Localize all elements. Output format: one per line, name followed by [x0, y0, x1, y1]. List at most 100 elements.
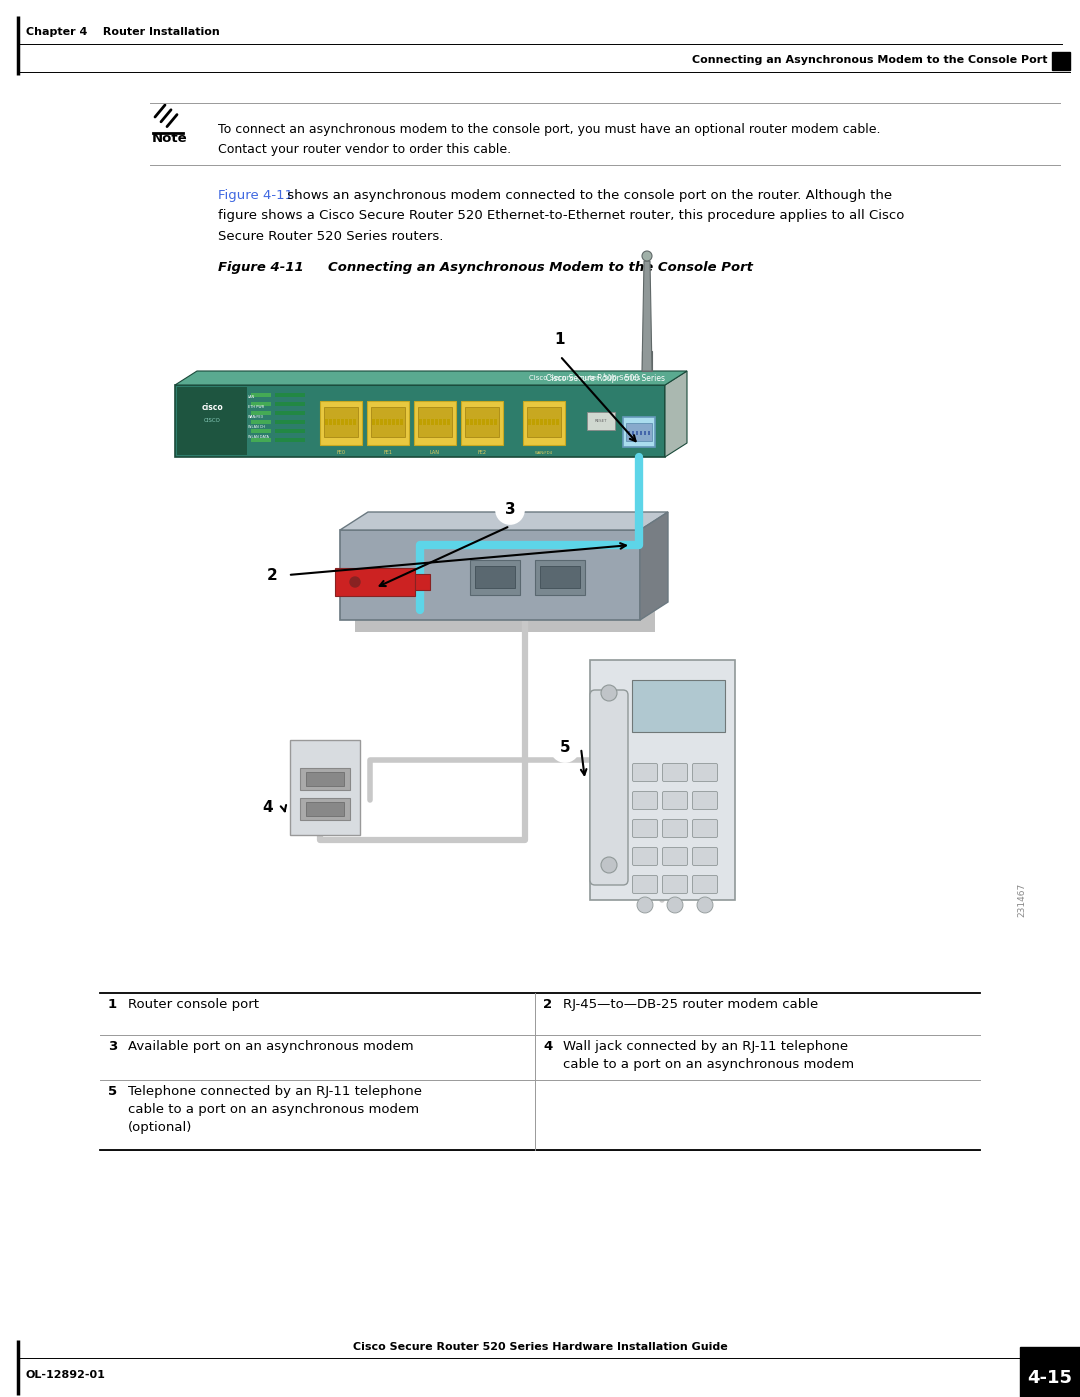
Circle shape	[667, 897, 683, 914]
Text: Figure 4-11: Figure 4-11	[218, 190, 293, 203]
Bar	[251, 420, 271, 425]
Bar	[552, 419, 555, 425]
FancyBboxPatch shape	[662, 764, 688, 781]
Bar	[470, 419, 473, 425]
Polygon shape	[640, 511, 669, 620]
FancyBboxPatch shape	[633, 764, 658, 781]
Text: Figure 4-11: Figure 4-11	[218, 261, 303, 274]
Polygon shape	[340, 511, 669, 529]
Bar	[642, 351, 652, 372]
Bar	[527, 407, 561, 437]
Bar	[251, 429, 271, 433]
Bar	[355, 542, 654, 631]
Bar	[306, 802, 345, 816]
Bar	[644, 432, 646, 434]
Bar	[528, 419, 531, 425]
Text: 3: 3	[108, 1039, 118, 1053]
Bar	[427, 419, 430, 425]
Circle shape	[350, 577, 360, 587]
Bar	[291, 740, 360, 835]
Bar	[443, 419, 446, 425]
Bar	[532, 419, 535, 425]
Text: (optional): (optional)	[129, 1120, 192, 1134]
Bar	[275, 393, 305, 397]
Text: cable to a port on an asynchronous modem: cable to a port on an asynchronous modem	[129, 1104, 419, 1116]
Text: Chapter 4    Router Installation: Chapter 4 Router Installation	[26, 27, 219, 36]
Text: RJ-45—to—DB-25 router modem cable: RJ-45—to—DB-25 router modem cable	[563, 997, 819, 1011]
Bar	[333, 419, 336, 425]
Text: LAN: LAN	[430, 450, 440, 455]
Bar	[490, 419, 492, 425]
FancyBboxPatch shape	[633, 792, 658, 809]
FancyBboxPatch shape	[692, 764, 717, 781]
Bar	[447, 419, 450, 425]
Text: OL-12892-01: OL-12892-01	[26, 1370, 106, 1380]
Bar	[380, 419, 383, 425]
Text: Secure Router 520 Series routers.: Secure Router 520 Series routers.	[218, 229, 444, 243]
Text: 4-15: 4-15	[1027, 1369, 1072, 1387]
Bar	[335, 569, 415, 597]
Bar	[535, 560, 585, 595]
Text: WLAN CH: WLAN CH	[248, 425, 265, 429]
Bar	[474, 419, 477, 425]
Text: LAN: LAN	[248, 395, 255, 400]
Bar	[494, 419, 497, 425]
Text: 2: 2	[543, 997, 552, 1011]
Bar	[175, 386, 665, 457]
FancyBboxPatch shape	[662, 876, 688, 894]
Bar	[475, 566, 515, 588]
Bar	[536, 419, 539, 425]
Text: FE0: FE0	[337, 450, 346, 455]
Bar	[632, 680, 725, 732]
FancyBboxPatch shape	[692, 820, 717, 837]
Bar	[415, 574, 430, 590]
Text: WAN/FD4: WAN/FD4	[535, 451, 553, 455]
Bar	[627, 432, 630, 434]
Text: cable to a port on an asynchronous modem: cable to a port on an asynchronous modem	[563, 1058, 854, 1071]
Text: 5: 5	[108, 1085, 117, 1098]
Bar	[590, 659, 735, 900]
Bar	[419, 419, 422, 425]
Text: 5: 5	[559, 740, 570, 756]
Bar	[372, 419, 375, 425]
Bar	[435, 419, 438, 425]
Bar	[251, 411, 271, 415]
Bar	[251, 393, 271, 397]
Bar	[423, 419, 426, 425]
Bar	[486, 419, 489, 425]
Text: CISCO: CISCO	[203, 418, 220, 422]
FancyBboxPatch shape	[692, 792, 717, 809]
Bar	[177, 387, 247, 455]
Bar	[1020, 1347, 1080, 1397]
Bar	[306, 773, 345, 787]
Text: Wall jack connected by an RJ-11 telephone: Wall jack connected by an RJ-11 telephon…	[563, 1039, 848, 1053]
Circle shape	[258, 562, 286, 590]
Bar	[556, 419, 559, 425]
Circle shape	[697, 897, 713, 914]
Bar	[251, 402, 271, 407]
Bar	[548, 419, 551, 425]
Bar	[275, 411, 305, 415]
Bar	[414, 401, 456, 446]
Bar	[648, 432, 650, 434]
Text: shows an asynchronous modem connected to the console port on the router. Althoug: shows an asynchronous modem connected to…	[283, 190, 892, 203]
Text: 2: 2	[267, 567, 278, 583]
Text: Router console port: Router console port	[129, 997, 259, 1011]
Bar	[623, 416, 654, 447]
Bar	[588, 412, 615, 430]
Circle shape	[600, 856, 617, 873]
FancyBboxPatch shape	[633, 876, 658, 894]
Bar	[341, 419, 345, 425]
FancyBboxPatch shape	[662, 848, 688, 866]
Bar	[540, 566, 580, 588]
Text: 1: 1	[108, 997, 117, 1011]
Text: WLAN DATA: WLAN DATA	[248, 434, 269, 439]
Bar	[340, 529, 640, 620]
Bar	[438, 419, 442, 425]
FancyBboxPatch shape	[692, 848, 717, 866]
Bar	[329, 419, 332, 425]
Text: WAN/FE3: WAN/FE3	[248, 415, 264, 419]
Bar	[465, 407, 499, 437]
Bar	[300, 768, 350, 789]
Bar	[640, 432, 642, 434]
